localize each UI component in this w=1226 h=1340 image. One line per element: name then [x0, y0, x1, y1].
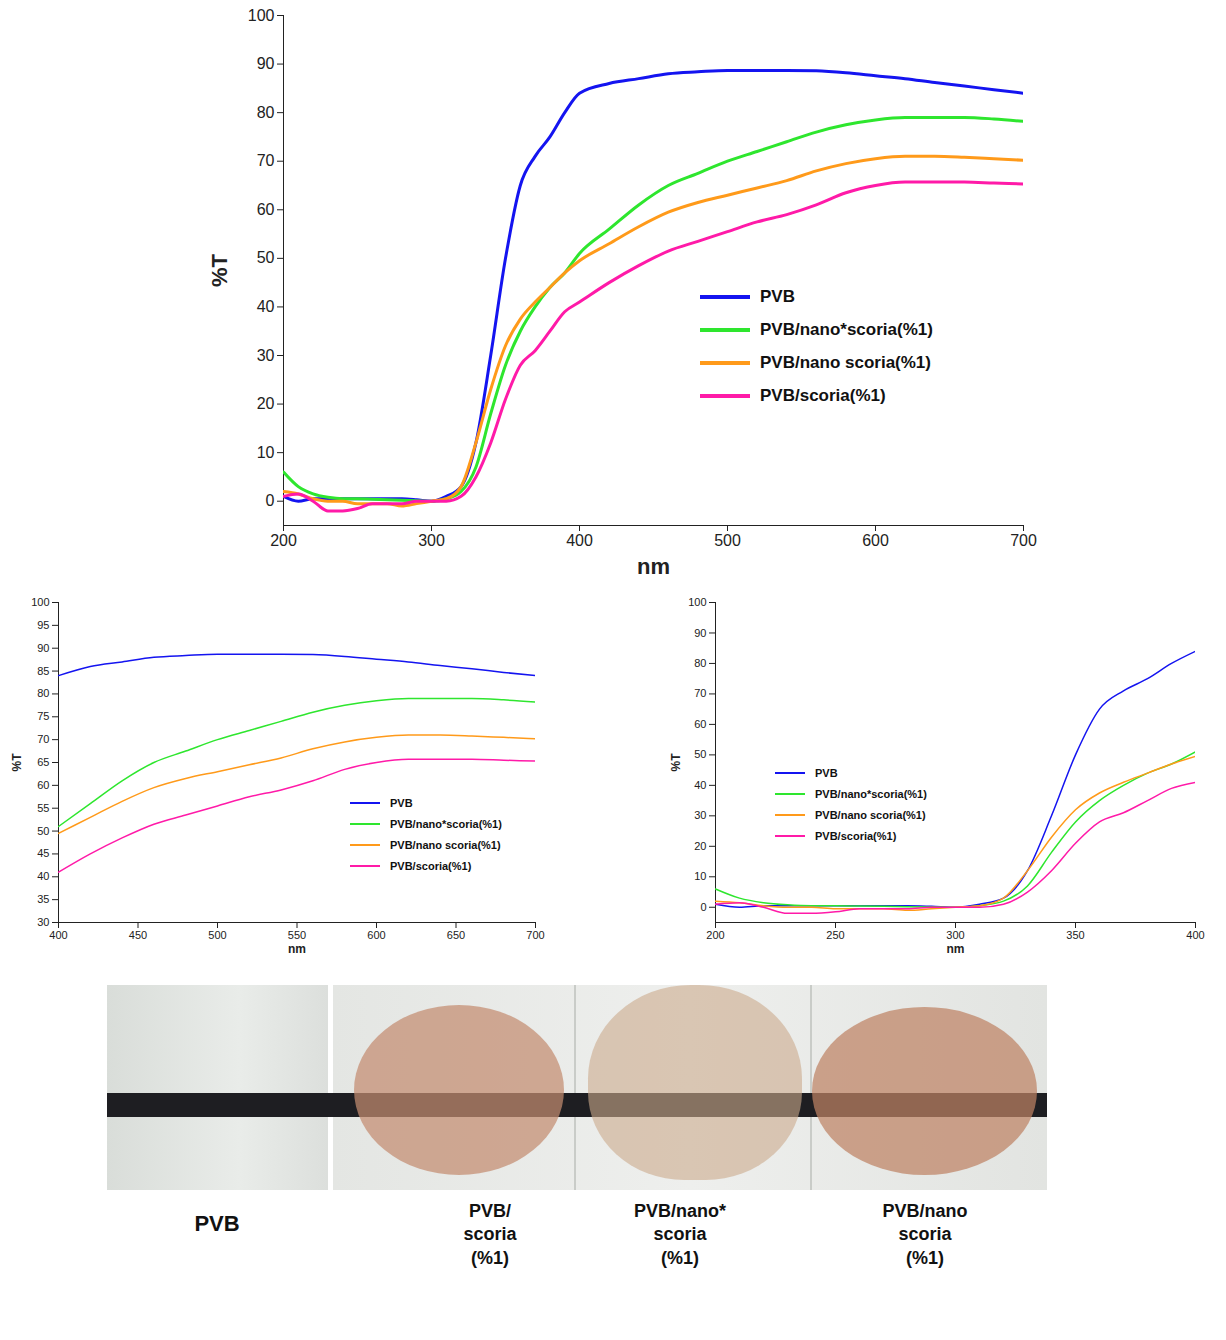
- svg-text:80: 80: [257, 104, 275, 121]
- html-text:PVB/scoria(%1): PVB/scoria(%1): [760, 385, 886, 405]
- svg-text:400: 400: [566, 532, 593, 549]
- html-text:PVB/nano*: PVB/nano*: [634, 1201, 726, 1221]
- html-text:PVB/: PVB/: [469, 1201, 511, 1221]
- svg-text:10: 10: [694, 870, 706, 882]
- html-text:PVB/nano scoria(%1): PVB/nano scoria(%1): [815, 808, 926, 821]
- svg-text:100: 100: [248, 7, 275, 24]
- svg-text:10: 10: [257, 444, 275, 461]
- svg-text:80: 80: [694, 657, 706, 669]
- svg-text:40: 40: [694, 779, 706, 791]
- svg-text:40: 40: [257, 298, 275, 315]
- html-text:(%1): (%1): [471, 1247, 509, 1268]
- html-text:PVB/nano*scoria(%1): PVB/nano*scoria(%1): [390, 817, 502, 830]
- svg-text:85: 85: [37, 665, 49, 677]
- svg-text:20: 20: [694, 840, 706, 852]
- svg-text:0: 0: [266, 492, 275, 509]
- svg-text:nm: nm: [947, 942, 965, 956]
- html-text:(%1): (%1): [661, 1247, 699, 1268]
- svg-text:%T: %T: [207, 253, 232, 287]
- svg-text:60: 60: [257, 201, 275, 218]
- svg-text:250: 250: [826, 929, 844, 941]
- svg-text:700: 700: [1010, 532, 1037, 549]
- html-text:PVB/scoria(%1): PVB/scoria(%1): [390, 859, 472, 872]
- svg-text:nm: nm: [637, 554, 670, 579]
- svg-text:55: 55: [37, 802, 49, 814]
- svg-text:90: 90: [257, 55, 275, 72]
- svg-text:30: 30: [257, 347, 275, 364]
- svg-text:200: 200: [706, 929, 724, 941]
- svg-text:550: 550: [288, 929, 306, 941]
- html-text:PVB: PVB: [815, 766, 838, 779]
- html-text:PVB/nano*scoria(%1): PVB/nano*scoria(%1): [815, 787, 927, 800]
- svg-text:%T: %T: [669, 753, 683, 772]
- svg-text:700: 700: [526, 929, 544, 941]
- svg-text:100: 100: [688, 596, 706, 608]
- svg-text:70: 70: [257, 152, 275, 169]
- html-text:scoria: scoria: [653, 1224, 707, 1245]
- svg-text:650: 650: [447, 929, 465, 941]
- svg-text:200: 200: [270, 532, 297, 549]
- svg-text:300: 300: [946, 929, 964, 941]
- html-text:(%1): (%1): [906, 1247, 944, 1268]
- svg-text:600: 600: [862, 532, 889, 549]
- svg-text:45: 45: [37, 847, 49, 859]
- svg-text:70: 70: [694, 687, 706, 699]
- svg-text:0: 0: [700, 901, 706, 913]
- svg-text:50: 50: [37, 825, 49, 837]
- html-text:PVB: PVB: [390, 796, 413, 809]
- svg-text:30: 30: [37, 916, 49, 928]
- svg-text:%T: %T: [10, 753, 24, 772]
- html-text:PVB/scoria(%1): PVB/scoria(%1): [815, 829, 897, 842]
- svg-text:50: 50: [257, 249, 275, 266]
- html-text:PVB/nano scoria(%1): PVB/nano scoria(%1): [390, 838, 501, 851]
- svg-text:20: 20: [257, 395, 275, 412]
- svg-text:75: 75: [37, 710, 49, 722]
- svg-text:70: 70: [37, 733, 49, 745]
- svg-text:400: 400: [49, 929, 67, 941]
- svg-text:100: 100: [31, 596, 49, 608]
- html-text:PVB/nano*scoria(%1): PVB/nano*scoria(%1): [760, 319, 933, 339]
- svg-text:500: 500: [208, 929, 226, 941]
- svg-text:300: 300: [418, 532, 445, 549]
- svg-text:30: 30: [694, 809, 706, 821]
- svg-text:600: 600: [367, 929, 385, 941]
- html-text:PVB: PVB: [760, 286, 795, 306]
- svg-text:50: 50: [694, 748, 706, 760]
- svg-text:65: 65: [37, 756, 49, 768]
- html-text:scoria: scoria: [463, 1224, 517, 1245]
- svg-text:90: 90: [37, 642, 49, 654]
- svg-text:450: 450: [129, 929, 147, 941]
- svg-text:350: 350: [1066, 929, 1084, 941]
- html-text:PVB/nano scoria(%1): PVB/nano scoria(%1): [760, 352, 931, 372]
- svg-text:95: 95: [37, 619, 49, 631]
- svg-text:400: 400: [1186, 929, 1204, 941]
- svg-text:60: 60: [694, 718, 706, 730]
- svg-text:40: 40: [37, 870, 49, 882]
- svg-text:nm: nm: [288, 942, 306, 956]
- svg-text:35: 35: [37, 893, 49, 905]
- html-text:scoria: scoria: [898, 1224, 952, 1245]
- html-text:PVB/nano: PVB/nano: [882, 1201, 968, 1221]
- svg-text:500: 500: [714, 532, 741, 549]
- svg-text:90: 90: [694, 626, 706, 638]
- html-text:PVB: PVB: [194, 1211, 240, 1236]
- svg-text:80: 80: [37, 687, 49, 699]
- svg-text:60: 60: [37, 779, 49, 791]
